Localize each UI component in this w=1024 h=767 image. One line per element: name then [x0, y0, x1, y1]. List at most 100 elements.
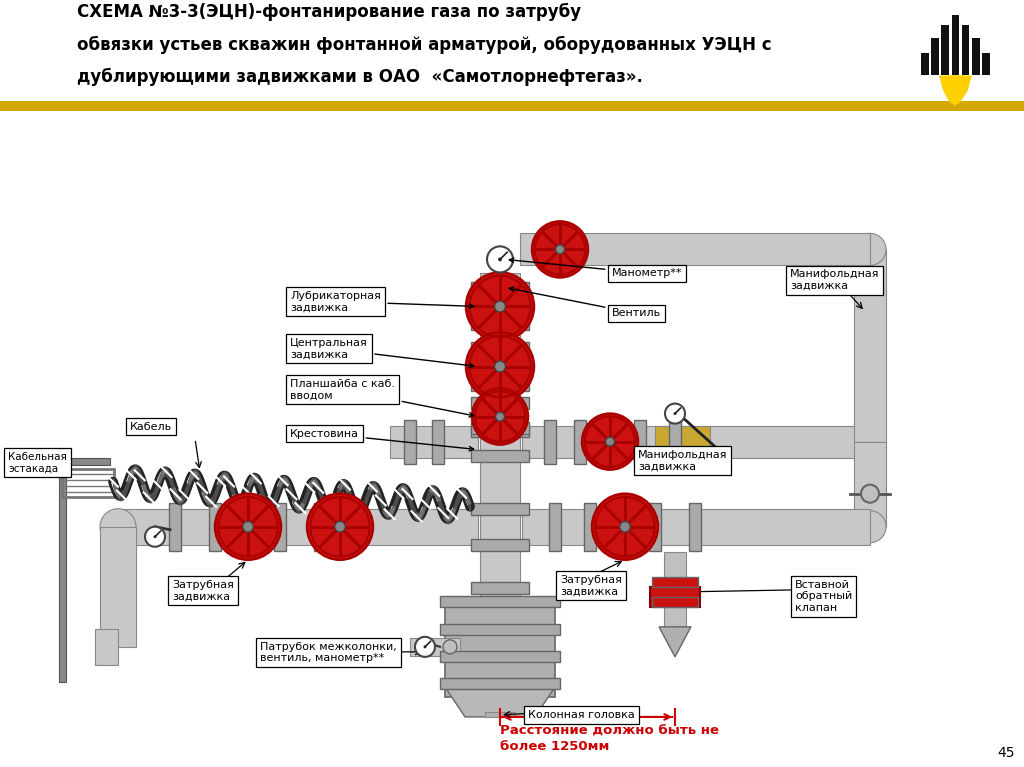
Text: Кабель: Кабель — [130, 422, 172, 432]
Circle shape — [487, 246, 513, 272]
Circle shape — [555, 245, 564, 254]
Bar — [652, 577, 698, 587]
Bar — [931, 38, 939, 75]
Bar — [118, 509, 478, 545]
Circle shape — [145, 527, 165, 547]
Bar — [440, 678, 560, 690]
Bar — [471, 318, 529, 331]
Circle shape — [307, 494, 373, 560]
Text: 45: 45 — [997, 746, 1015, 760]
Circle shape — [243, 522, 253, 532]
Text: Затрубная
задвижка: Затрубная задвижка — [560, 574, 622, 597]
Bar — [471, 422, 529, 433]
Bar — [655, 426, 710, 458]
Bar — [549, 502, 561, 551]
Circle shape — [854, 511, 886, 543]
Circle shape — [620, 522, 631, 532]
Bar — [962, 25, 970, 75]
Circle shape — [592, 494, 658, 560]
Bar — [471, 425, 529, 436]
Text: Планшайба с каб.
вводом: Планшайба с каб. вводом — [290, 379, 474, 417]
Circle shape — [532, 222, 588, 278]
Bar — [480, 273, 520, 602]
Bar — [951, 15, 959, 75]
Circle shape — [443, 640, 457, 653]
Bar — [649, 502, 662, 551]
Bar — [410, 638, 460, 656]
Bar — [652, 597, 698, 607]
Bar — [689, 502, 701, 551]
Text: Вентиль: Вентиль — [509, 287, 662, 318]
Text: Расстояние должно быть не
более 1250мм: Расстояние должно быть не более 1250мм — [500, 725, 719, 753]
Text: Кабельная
эстакада: Кабельная эстакада — [8, 452, 67, 473]
Bar — [274, 502, 286, 551]
Bar — [854, 249, 886, 442]
Text: СХЕМА №3-3(ЭЦН)-фонтанирование газа по затрубу: СХЕМА №3-3(ЭЦН)-фонтанирование газа по з… — [77, 3, 581, 21]
Circle shape — [494, 284, 506, 295]
Bar — [650, 587, 700, 607]
Bar — [440, 651, 560, 663]
Bar — [493, 272, 507, 291]
Bar — [471, 538, 529, 551]
Bar — [404, 420, 416, 463]
Bar — [62, 458, 110, 465]
Polygon shape — [659, 627, 691, 657]
Circle shape — [100, 509, 136, 545]
Bar — [471, 282, 529, 295]
Bar — [390, 426, 478, 458]
Circle shape — [674, 412, 677, 415]
Bar — [314, 502, 326, 551]
Bar — [62, 469, 114, 497]
Polygon shape — [947, 75, 964, 99]
Bar — [972, 38, 980, 75]
Circle shape — [495, 361, 506, 372]
Polygon shape — [445, 687, 555, 717]
Text: Центральная
задвижка: Центральная задвижка — [290, 337, 474, 367]
Bar — [209, 502, 221, 551]
Bar — [100, 527, 136, 647]
Circle shape — [154, 535, 157, 538]
Bar — [471, 502, 529, 515]
Bar — [854, 442, 886, 527]
Text: Манифольдная
задвижка: Манифольдная задвижка — [790, 269, 880, 291]
Circle shape — [424, 645, 427, 648]
Circle shape — [466, 272, 534, 341]
Bar — [634, 420, 646, 463]
Circle shape — [665, 403, 685, 423]
Circle shape — [498, 258, 502, 262]
Circle shape — [854, 233, 886, 265]
Bar — [982, 53, 990, 75]
Circle shape — [335, 522, 345, 532]
Circle shape — [215, 494, 281, 560]
Circle shape — [605, 437, 614, 446]
Bar — [485, 712, 515, 717]
Bar — [440, 596, 560, 607]
Bar — [471, 397, 529, 409]
Bar — [445, 602, 555, 697]
Bar — [95, 629, 118, 665]
Circle shape — [495, 301, 506, 312]
Bar — [471, 343, 529, 354]
Text: обвязки устьев скважин фонтанной арматурой, оборудованных УЭЦН с: обвязки устьев скважин фонтанной арматур… — [77, 35, 771, 54]
Bar — [432, 420, 444, 463]
Circle shape — [582, 413, 638, 469]
Text: Затрубная
задвижка: Затрубная задвижка — [172, 580, 233, 601]
Text: Манифольдная
задвижка: Манифольдная задвижка — [638, 449, 727, 471]
Text: дублирующими задвижками в ОАО  «Самотлорнефтегаз».: дублирующими задвижками в ОАО «Самотлорн… — [77, 67, 643, 86]
Bar — [544, 420, 556, 463]
Bar — [664, 551, 686, 627]
Circle shape — [496, 412, 505, 421]
Bar — [522, 426, 870, 458]
Bar — [921, 53, 929, 75]
Bar — [471, 379, 529, 390]
Text: Манометр**: Манометр** — [509, 258, 683, 278]
Text: Патрубок межколонки,
вентиль, манометр**: Патрубок межколонки, вентиль, манометр** — [260, 642, 396, 663]
Text: Вставной
обратный
клапан: Вставной обратный клапан — [795, 580, 852, 613]
Bar — [471, 582, 529, 594]
Bar — [440, 624, 560, 635]
Text: Колонная головка: Колонная головка — [528, 710, 635, 720]
Bar — [58, 456, 66, 682]
Bar — [0, 101, 1024, 111]
Bar — [584, 502, 596, 551]
Circle shape — [415, 637, 435, 657]
